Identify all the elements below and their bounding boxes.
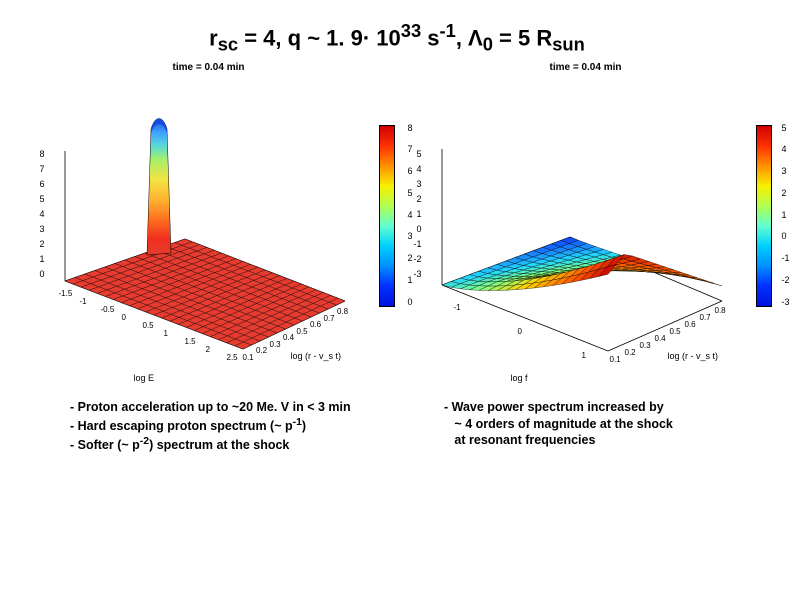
right-colorbar-ticks: 543210-1-2-3 [781,123,789,307]
page-title: rsc = 4, q ~ 1. 9· 1033 s-1, Λ0 = 5 Rsun [0,0,794,62]
t-sup2: -1 [440,20,456,41]
right-plot-title: time = 0.04 min [406,62,766,73]
t-p2: = 4, q ~ 1. 9· 10 [238,25,401,50]
left-plot: time = 0.04 min 876543210 876543210 [29,62,389,385]
right-x-label: log f [511,373,528,383]
caption-left-l3: - Softer (~ p-2) spectrum at the shock [70,435,410,454]
right-plot: time = 0.04 min 543210-1-2-3 543210-1-2-… [406,62,766,385]
t-sup1: 33 [401,20,421,41]
t-p1: r [209,25,218,50]
caption-left-l2: - Hard escaping proton spectrum (~ p-1) [70,416,410,435]
left-x-label: log E [134,373,155,383]
plots-row: time = 0.04 min 876543210 876543210 [0,62,794,385]
caption-right: - Wave power spectrum increased by ~ 4 o… [444,399,754,454]
caption-right-l3: at resonant frequencies [444,432,754,449]
left-colorbar [379,125,395,307]
caption-right-l1: - Wave power spectrum increased by [444,399,754,416]
right-surface [420,105,740,385]
t-p5: = 5 R [493,25,552,50]
captions-row: - Proton acceleration up to ~20 Me. V in… [0,385,794,454]
t-s3: sun [552,34,585,55]
left-plot-area: 876543210 876543210 [29,75,389,385]
left-surface [43,105,363,385]
t-s2: 0 [483,34,493,55]
right-colorbar [756,125,772,307]
caption-left-l1: - Proton acceleration up to ~20 Me. V in… [70,399,410,416]
right-y-label: log (r - v_s t) [668,351,719,361]
left-y-label: log (r - v_s t) [291,351,342,361]
t-p4: , Λ [456,25,483,50]
left-plot-title: time = 0.04 min [29,62,389,73]
caption-left: - Proton acceleration up to ~20 Me. V in… [70,399,410,454]
t-p3: s [421,25,439,50]
caption-right-l2: ~ 4 orders of magnitude at the shock [444,416,754,433]
right-plot-area: 543210-1-2-3 543210-1-2-3 [406,75,766,385]
t-s1: sc [218,34,238,55]
